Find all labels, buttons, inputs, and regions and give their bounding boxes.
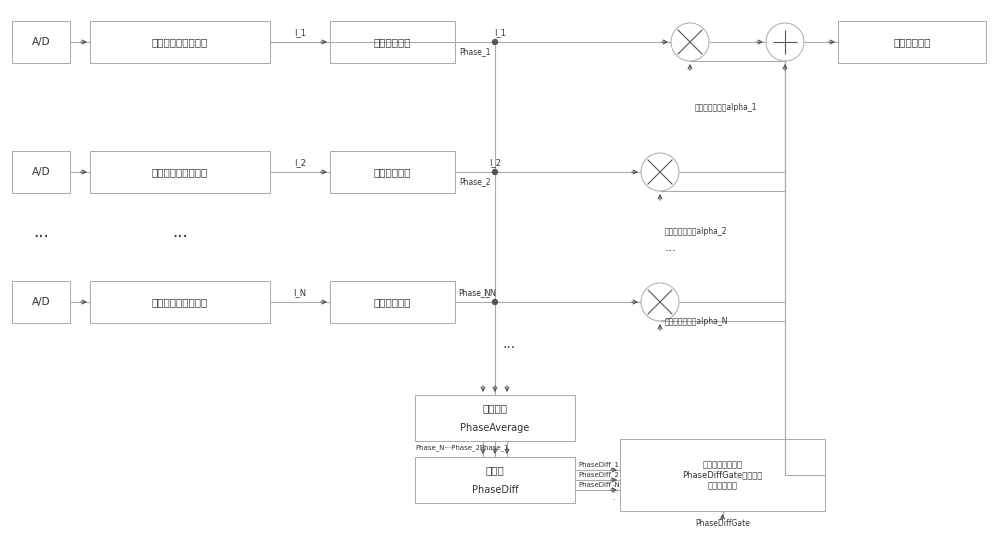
- Text: 自适应变迹系数alpha_N: 自适应变迹系数alpha_N: [665, 318, 728, 327]
- Text: I_N: I_N: [483, 288, 497, 297]
- FancyBboxPatch shape: [415, 457, 575, 503]
- FancyBboxPatch shape: [12, 151, 70, 193]
- FancyBboxPatch shape: [330, 151, 455, 193]
- Text: 自适应变迹系数alpha_1: 自适应变迹系数alpha_1: [695, 102, 758, 111]
- Text: 希尔伯特变换: 希尔伯特变换: [374, 37, 411, 47]
- FancyBboxPatch shape: [330, 21, 455, 63]
- Text: PhaseDiff_1: PhaseDiff_1: [578, 461, 619, 468]
- Text: ·
·
·: · · ·: [612, 483, 614, 503]
- Text: 相位差: 相位差: [486, 465, 504, 475]
- FancyBboxPatch shape: [90, 21, 270, 63]
- Text: PhaseDiffGate: PhaseDiffGate: [695, 519, 750, 528]
- Text: I_2: I_2: [489, 158, 501, 167]
- Text: ···: ···: [172, 228, 188, 246]
- Text: 相位差绝对值大于
PhaseDiffGate时，查表
获得加权系数: 相位差绝对值大于 PhaseDiffGate时，查表 获得加权系数: [682, 460, 763, 490]
- Text: Phase_2: Phase_2: [460, 177, 491, 186]
- Text: I_1: I_1: [494, 28, 506, 37]
- FancyBboxPatch shape: [90, 151, 270, 193]
- Text: Phase_N: Phase_N: [458, 288, 491, 297]
- FancyBboxPatch shape: [330, 281, 455, 323]
- Text: 起始延迟和动态聚焦: 起始延迟和动态聚焦: [152, 167, 208, 177]
- Text: PhaseDiff_2: PhaseDiff_2: [578, 471, 619, 478]
- Text: 希尔伯特变换: 希尔伯特变换: [374, 167, 411, 177]
- Text: ···: ···: [33, 228, 49, 246]
- Text: A/D: A/D: [32, 167, 50, 177]
- Text: 起始延迟和动态聚焦: 起始延迟和动态聚焦: [152, 297, 208, 307]
- Text: I_1: I_1: [294, 28, 306, 37]
- Text: Phase_1: Phase_1: [460, 47, 491, 56]
- FancyBboxPatch shape: [12, 281, 70, 323]
- Circle shape: [641, 153, 679, 191]
- Circle shape: [671, 23, 709, 61]
- Text: ···: ···: [503, 342, 516, 356]
- Text: Phase_N···Phase_2Phase_1: Phase_N···Phase_2Phase_1: [415, 444, 509, 451]
- Text: PhaseAverage: PhaseAverage: [460, 423, 530, 433]
- Text: A/D: A/D: [32, 297, 50, 307]
- FancyBboxPatch shape: [415, 395, 575, 441]
- Circle shape: [766, 23, 804, 61]
- Text: 起始延迟和动态聚焦: 起始延迟和动态聚焦: [152, 37, 208, 47]
- FancyBboxPatch shape: [12, 21, 70, 63]
- Text: I_2: I_2: [294, 158, 306, 167]
- FancyBboxPatch shape: [620, 439, 825, 511]
- Text: 自适应变迹系数alpha_2: 自适应变迹系数alpha_2: [665, 228, 728, 237]
- Circle shape: [641, 283, 679, 321]
- FancyBboxPatch shape: [838, 21, 986, 63]
- Text: 波束合成输出: 波束合成输出: [893, 37, 931, 47]
- FancyBboxPatch shape: [90, 281, 270, 323]
- Text: 相位平均: 相位平均: [482, 403, 508, 413]
- Text: 希尔伯特变换: 希尔伯特变换: [374, 297, 411, 307]
- Circle shape: [492, 39, 498, 44]
- Text: PhaseDiff_N: PhaseDiff_N: [578, 481, 620, 488]
- Circle shape: [492, 169, 498, 174]
- Text: PhaseDiff: PhaseDiff: [472, 485, 518, 495]
- Text: ···: ···: [665, 246, 677, 259]
- Text: A/D: A/D: [32, 37, 50, 47]
- Circle shape: [492, 300, 498, 304]
- Text: I_N: I_N: [293, 288, 307, 297]
